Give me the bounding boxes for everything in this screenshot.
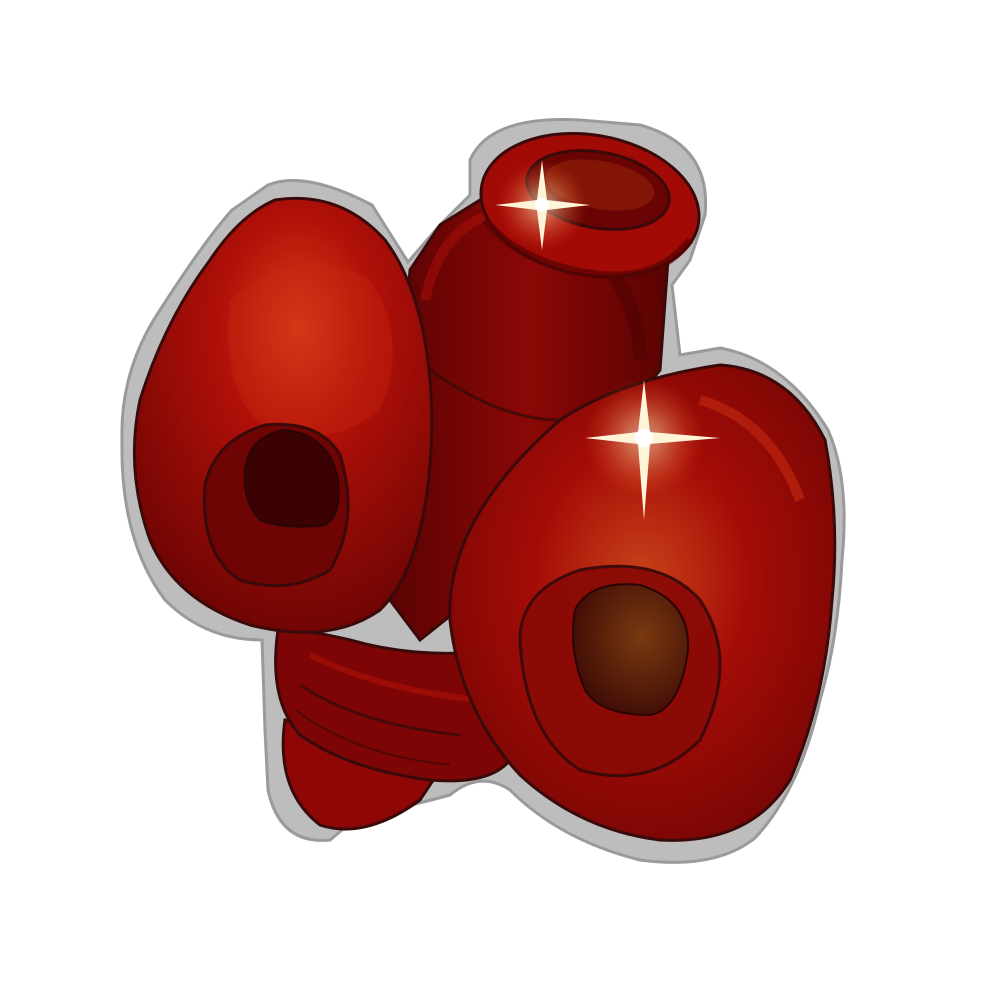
sparkle-top bbox=[495, 160, 590, 250]
coral-base-segment bbox=[274, 628, 512, 831]
coral-right-polyp bbox=[448, 363, 837, 842]
sparkle-right bbox=[584, 378, 720, 520]
coral-left-polyp bbox=[132, 196, 434, 634]
